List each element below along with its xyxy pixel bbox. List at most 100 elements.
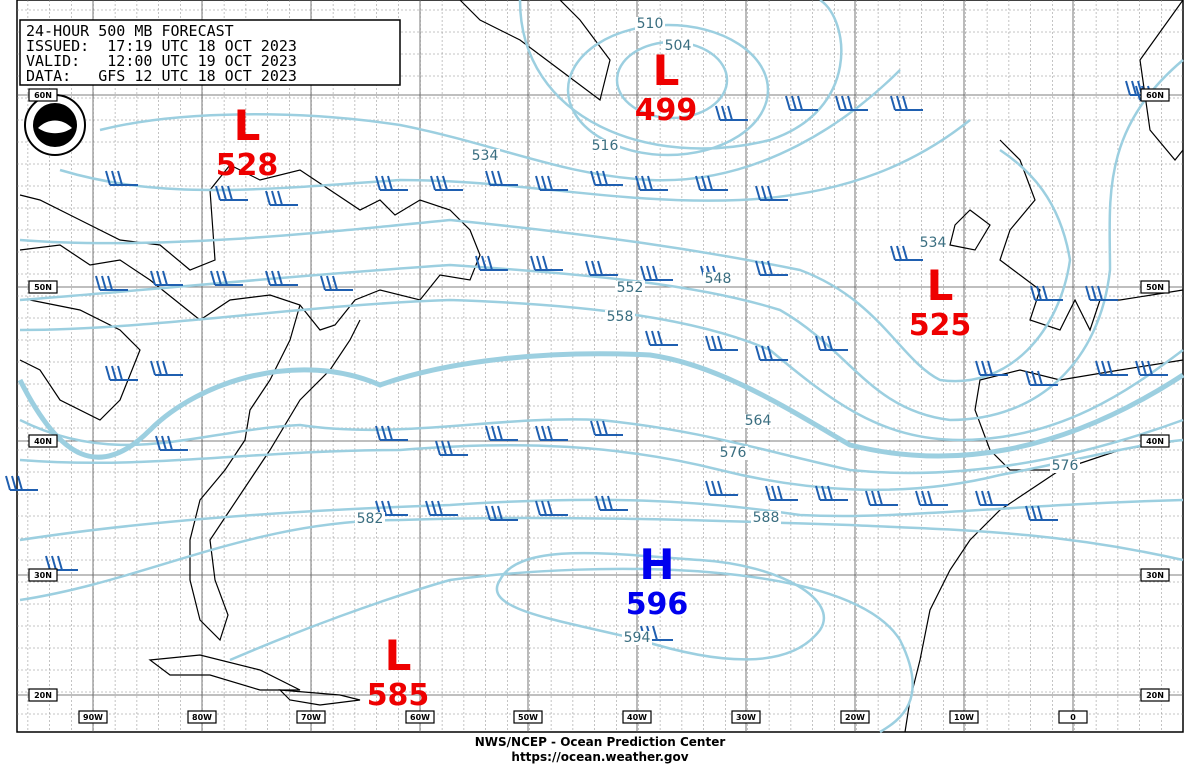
contour-label-bg [622,631,652,645]
wind-barb [320,275,353,291]
center-symbol: L [653,46,680,95]
contour-label-bg [743,414,773,428]
wind-barb [1095,360,1128,376]
contour-label-bg [355,512,385,526]
label-box [296,710,326,724]
coordinate-label: 70W [301,713,321,722]
noaa-logo [24,94,86,156]
coordinate-label: 40N [1146,437,1164,446]
wind-barb [475,255,508,271]
coordinate-label: 60N [1146,91,1164,100]
center-symbol: L [385,631,412,680]
center-symbol: L [927,261,954,310]
wind-barb [645,330,678,346]
coordinate-label: 30N [34,571,52,580]
label-box [28,280,58,294]
wind-barb [485,505,518,521]
wind-barb [890,95,923,111]
wind-barb [890,245,923,261]
contour-label: 548 [705,271,732,287]
contour-label: 552 [617,280,644,296]
wind-barb [815,335,848,351]
wind-barb [635,175,668,191]
coordinate-label: 30W [736,713,756,722]
wind-barb [590,170,623,186]
header-line: ISSUED: 17:19 UTC 18 OCT 2023 [26,37,297,55]
wind-barb [45,555,78,571]
center-value: 596 [626,587,689,622]
wind-barb [215,185,248,201]
wind-barb [715,105,748,121]
coordinate-label: 90W [83,713,103,722]
coordinate-label: 50W [518,713,538,722]
wind-barb [1025,505,1058,521]
coordinate-label: 20N [34,691,52,700]
coordinate-label: 10W [954,713,974,722]
contour-label: 516 [592,138,619,154]
contour-label-bg [663,39,693,53]
center-value: 525 [909,308,972,343]
wind-barb [210,270,243,286]
wind-barb [1030,285,1063,301]
wind-barb [835,95,868,111]
coordinate-label: 50N [1146,283,1164,292]
wind-barb [755,260,788,276]
wind-barbs [5,80,1168,641]
wind-barb [1135,360,1168,376]
center-symbol: H [639,540,674,589]
label-box [28,88,58,102]
header-box [19,19,401,86]
coordinate-label: 80W [192,713,212,722]
label-box [1058,710,1088,724]
contour-label-bg [751,511,781,525]
contour-label-bg [470,149,500,163]
contour-label-bg [918,236,948,250]
wind-barb [535,500,568,516]
wind-barb [535,175,568,191]
wind-barb [1025,370,1058,386]
label-box [840,710,870,724]
contour-label: 588 [753,510,780,526]
wind-barb [815,485,848,501]
label-box [187,710,217,724]
label-box [78,710,108,724]
label-box [1140,568,1170,582]
contour-label: 564 [745,413,772,429]
wind-barb [430,175,463,191]
contour-label-bg [605,310,635,324]
contour-label: 534 [472,148,499,164]
center-value: 499 [635,93,698,128]
label-box [513,710,543,724]
coordinate-label: 60N [34,91,52,100]
coordinate-label: 0 [1070,713,1076,722]
coordinate-label: 20W [845,713,865,722]
label-box [1140,434,1170,448]
wind-barb [265,190,298,206]
coordinate-label: 50N [34,283,52,292]
wind-barb [535,425,568,441]
wind-barb [485,170,518,186]
contour-label: 576 [720,445,747,461]
contour-label-bg [1050,459,1080,473]
center-symbol: L [234,101,261,150]
wind-barb [785,95,818,111]
label-box [28,434,58,448]
center-value: 528 [216,148,279,183]
wind-barb [865,490,898,506]
contour-label: 510 [637,16,664,32]
coordinate-label: 40N [34,437,52,446]
contour-label-bg [635,17,665,31]
header-line: 24-HOUR 500 MB FORECAST [26,22,234,40]
wind-barb [375,175,408,191]
contour-label-bg [703,272,733,286]
wind-barb [975,490,1008,506]
wind-barb [265,270,298,286]
wind-barb [375,500,408,516]
wind-barb [530,255,563,271]
coordinate-label: 40W [627,713,647,722]
contour-label-bg [615,281,645,295]
wind-barb [755,185,788,201]
wind-barb [695,175,728,191]
contour-label: 534 [920,235,947,251]
